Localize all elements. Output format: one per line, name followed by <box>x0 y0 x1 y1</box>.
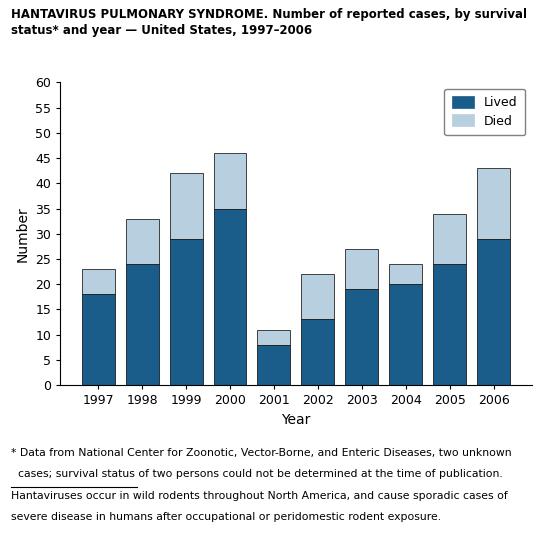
Bar <box>258 329 290 345</box>
Bar <box>477 168 510 239</box>
Y-axis label: Number: Number <box>16 206 30 262</box>
Bar <box>389 284 423 385</box>
Bar <box>301 274 334 320</box>
Bar <box>214 208 247 385</box>
Bar <box>433 264 466 385</box>
Text: HANTAVIRUS PULMONARY SYNDROME. Number of reported cases, by survival
status* and: HANTAVIRUS PULMONARY SYNDROME. Number of… <box>11 8 527 37</box>
Text: cases; survival status of two persons could not be determined at the time of pub: cases; survival status of two persons co… <box>11 469 503 479</box>
X-axis label: Year: Year <box>281 412 311 427</box>
Bar <box>433 213 466 264</box>
Bar <box>125 264 158 385</box>
Bar <box>258 345 290 385</box>
Bar <box>301 320 334 385</box>
Bar <box>82 269 115 294</box>
Bar <box>345 289 378 385</box>
Bar <box>125 218 158 264</box>
Text: severe disease in humans after occupational or peridomestic rodent exposure.: severe disease in humans after occupatio… <box>11 512 441 521</box>
Bar <box>169 239 203 385</box>
Legend: Lived, Died: Lived, Died <box>444 89 526 135</box>
Bar <box>214 153 247 208</box>
Text: Hantaviruses occur in wild rodents throughout North America, and cause sporadic : Hantaviruses occur in wild rodents throu… <box>11 491 507 501</box>
Bar <box>345 249 378 289</box>
Bar <box>82 294 115 385</box>
Bar <box>169 173 203 239</box>
Bar <box>389 264 423 284</box>
Text: * Data from National Center for Zoonotic, Vector-Borne, and Enteric Diseases, tw: * Data from National Center for Zoonotic… <box>11 448 512 458</box>
Bar <box>477 239 510 385</box>
